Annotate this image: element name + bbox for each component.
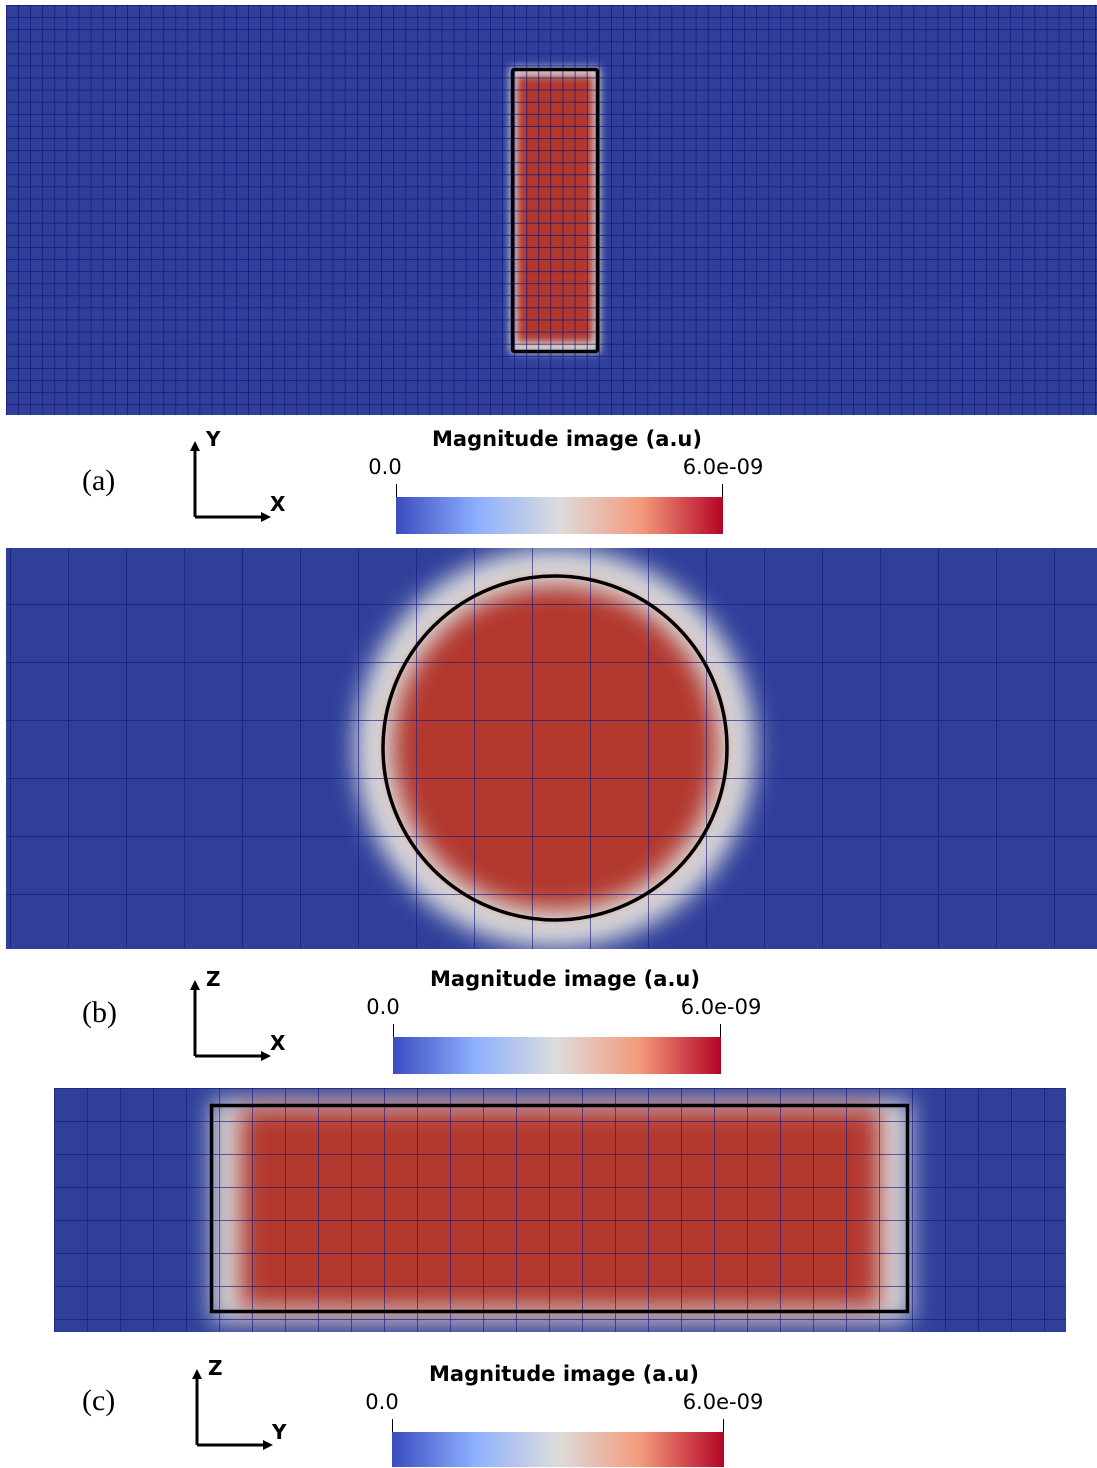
panel-b-image xyxy=(6,548,1097,949)
panel-a-image xyxy=(6,5,1097,415)
colorbar-title: Magnitude image (a.u) xyxy=(432,427,702,451)
axis-label: Y xyxy=(271,1420,287,1444)
axis-label: X xyxy=(270,1031,286,1055)
colorbar-min: 0.0 xyxy=(366,995,399,1019)
panel-c-image xyxy=(54,1088,1066,1332)
panel-label: (c) xyxy=(82,1384,115,1417)
colorbar-max: 6.0e-09 xyxy=(681,995,762,1019)
colorbar xyxy=(396,497,723,534)
panel-b-legend: (b) Z X Magnitude image (a.u) 0.0 6.0e-0… xyxy=(82,967,761,1074)
colorbar-max: 6.0e-09 xyxy=(683,455,764,479)
axis-label: Z xyxy=(208,1356,223,1380)
colorbar xyxy=(393,1037,721,1074)
colorbar-title: Magnitude image (a.u) xyxy=(429,1362,699,1386)
colorbar-min: 0.0 xyxy=(365,1390,398,1414)
colorbar-max: 6.0e-09 xyxy=(683,1390,764,1414)
colorbar-min: 0.0 xyxy=(368,455,401,479)
panel-label: (a) xyxy=(82,464,115,497)
axis-label: Z xyxy=(206,967,221,991)
colorbar xyxy=(392,1432,724,1467)
panel-a-legend: (a) Y X Magnitude image (a.u) 0.0 6.0e-0… xyxy=(82,427,763,534)
panel-c-legend: (c) Z Y Magnitude image (a.u) 0.0 6.0e-0… xyxy=(82,1356,763,1467)
axis-label: Y xyxy=(205,427,221,451)
panel-label: (b) xyxy=(82,996,117,1029)
colorbar-title: Magnitude image (a.u) xyxy=(430,967,700,991)
axis-label: X xyxy=(270,492,286,516)
